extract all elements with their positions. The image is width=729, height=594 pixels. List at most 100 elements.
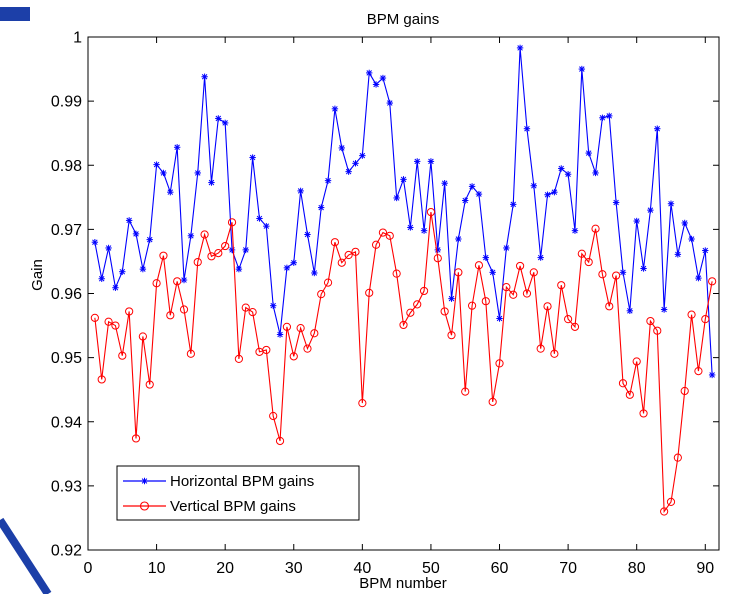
horizontal-gain-point [647,206,654,214]
vertical-gain-point [639,409,648,418]
x-tick-label: 10 [148,560,166,577]
horizontal-gain-point [379,74,387,82]
vertical-gain-point [104,317,113,326]
horizontal-gain-point [256,215,263,222]
horizontal-gain-point [208,179,215,186]
horizontal-gain-point [599,114,606,121]
horizontal-gain-point [393,194,400,202]
y-tick-label: 1 [73,30,82,47]
horizontal-gain-point [153,161,160,168]
legend-circle-marker [139,501,150,511]
vertical-gain-point [680,386,689,396]
vertical-gain-point [262,345,271,355]
vertical-gain-point [426,207,436,217]
decorative-bar [0,7,30,21]
vertical-gain-point [358,399,367,408]
series-layer [90,44,717,516]
horizontal-gain-point [352,160,359,167]
vertical-gain-point [125,307,134,316]
horizontal-gain-point [338,144,345,152]
vertical-gain-point [344,250,353,260]
y-tick-label: 0.97 [51,222,82,239]
vertical-gain-point [282,322,292,331]
horizontal-gain-point [414,158,421,165]
horizontal-gain-point [359,152,366,159]
vertical-gain-point [694,366,703,376]
legend-star-marker [141,477,148,485]
vertical-gain-point [564,315,573,324]
x-tick-label: 40 [353,560,371,577]
vertical-gain-point [90,313,99,322]
vertical-gain-point [214,249,223,258]
horizontal-gain-point [475,190,483,198]
horizontal-gain-point [592,169,599,177]
horizontal-gain-point [619,269,627,276]
vertical-gain-point [666,497,676,507]
vertical-gain-point [317,290,326,299]
x-tick-label: 60 [491,560,509,577]
vertical-gain-point [248,307,257,317]
y-axis-label: Gain [29,259,46,291]
vertical-gain-point [275,436,285,446]
horizontal-gain-point [283,264,291,272]
horizontal-gain-point [626,307,634,315]
horizontal-gain-point [660,306,668,313]
horizontal-gain-point [173,144,181,151]
vertical-gain-point [323,278,333,287]
horizontal-gain-point [215,115,222,122]
y-tick-label: 0.93 [51,478,82,495]
horizontal-gain-point [386,99,393,107]
vertical-gain-point [632,357,641,366]
vertical-gain-point [289,352,298,361]
vertical-gain-point [152,279,161,288]
vertical-gain-point [351,247,360,256]
vertical-gains-line [94,211,713,514]
horizontal-gain-point [125,217,133,224]
vertical-gain-point [577,249,586,258]
horizontal-gain-point [407,224,414,231]
vertical-gain-point [138,332,147,341]
horizontal-gain-point [612,199,620,206]
chart-title: BPM gains [367,11,440,28]
horizontal-gain-point [654,125,661,132]
horizontal-gain-point [187,232,195,239]
horizontal-gain-point [544,191,551,198]
horizontal-gain-point [455,235,462,243]
x-tick-label: 70 [559,560,577,577]
horizontal-gain-point [441,180,448,187]
vertical-gain-point [159,251,168,260]
vertical-gain-point [227,218,237,227]
vertical-gain-point [337,258,346,267]
horizontal-gain-point [297,187,304,195]
horizontal-gain-point [420,227,428,234]
vertical-gain-point [673,453,682,462]
y-tick-label: 0.98 [51,158,82,175]
vertical-gain-point [234,354,243,364]
horizontal-gain-point [695,274,702,282]
horizontal-gain-point [194,169,201,177]
vertical-gain-point [605,302,614,311]
horizontal-gain-point [242,246,249,254]
x-tick-label: 0 [84,560,93,577]
vertical-gain-point [385,231,394,240]
horizontal-gain-point [564,171,572,178]
vertical-gain-point [193,257,202,267]
vertical-gain-point [522,289,532,298]
vertical-gain-point [515,261,525,271]
vertical-gain-point [646,316,655,326]
horizontal-gain-point [462,197,469,204]
horizontal-gain-point [448,295,455,302]
x-tick-label: 30 [285,560,303,577]
x-tick-label: 90 [696,560,714,577]
horizontal-gain-point [523,125,531,132]
horizontal-gain-point [496,315,503,322]
horizontal-gain-point [317,204,325,211]
horizontal-gain-point [119,268,126,275]
y-tick-label: 0.94 [51,414,82,431]
horizontal-gain-point [249,154,256,161]
horizontal-gain-point [105,244,112,252]
vertical-gain-point [241,303,250,312]
vertical-gain-point [118,351,127,360]
horizontal-gain-point [400,176,407,183]
